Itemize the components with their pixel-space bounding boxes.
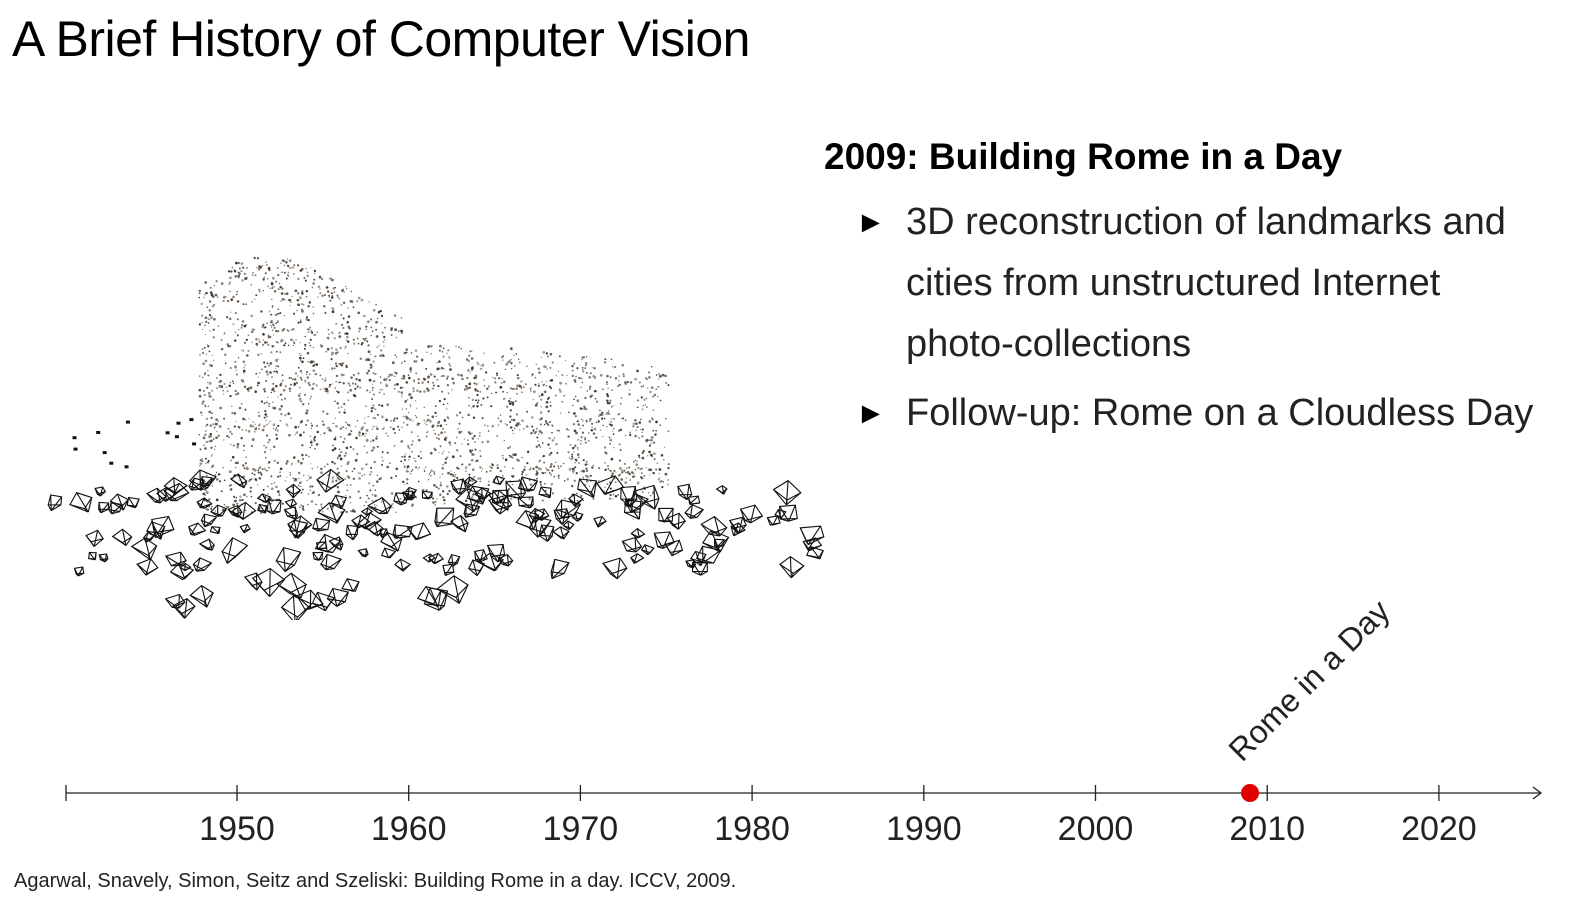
section-heading: 2009: Building Rome in a Day bbox=[824, 136, 1343, 177]
bullet-item: ► Follow-up: Rome on a Cloudless Day bbox=[824, 383, 1556, 444]
timeline-event-label: Rome in a Day bbox=[1222, 593, 1397, 768]
bullet-item: ► 3D reconstruction of landmarks and cit… bbox=[824, 192, 1556, 375]
bullet-text: Follow-up: Rome on a Cloudless Day bbox=[906, 392, 1534, 434]
colosseum-point-cloud-figure bbox=[44, 228, 826, 620]
timeline-tick-label: 1990 bbox=[886, 810, 962, 848]
timeline-tick-label: 2010 bbox=[1229, 810, 1305, 848]
timeline-tick-label: 1980 bbox=[714, 810, 790, 848]
slide-title: A Brief History of Computer Vision bbox=[12, 11, 750, 67]
timeline-tick-label: 1970 bbox=[543, 810, 619, 848]
timeline-tick-label: 1960 bbox=[371, 810, 447, 848]
timeline: 1950 1960 1970 1980 1990 2000 2010 2020 Rome in… bbox=[65, 593, 1543, 848]
timeline-tick-label: 1950 bbox=[199, 810, 275, 848]
timeline-tick-label: 2000 bbox=[1058, 810, 1134, 848]
citation: Agarwal, Snavely, Simon, Seitz and Szeli… bbox=[14, 870, 737, 892]
timeline-tick-label: 2020 bbox=[1401, 810, 1477, 848]
camera-frustums bbox=[47, 418, 825, 620]
triangle-bullet-icon: ► bbox=[856, 397, 886, 430]
timeline-event-marker bbox=[1241, 784, 1260, 802]
point-cloud bbox=[198, 256, 670, 515]
bullet-list: ► 3D reconstruction of landmarks and cit… bbox=[824, 192, 1564, 444]
content-panel: 2009: Building Rome in a Day ► 3D recons… bbox=[824, 136, 1564, 452]
triangle-bullet-icon: ► bbox=[856, 206, 886, 239]
colosseum-reconstruction-image bbox=[47, 256, 825, 620]
bullet-text: 3D reconstruction of landmarks and citie… bbox=[906, 201, 1506, 365]
timeline-arrow-icon bbox=[1532, 786, 1543, 800]
